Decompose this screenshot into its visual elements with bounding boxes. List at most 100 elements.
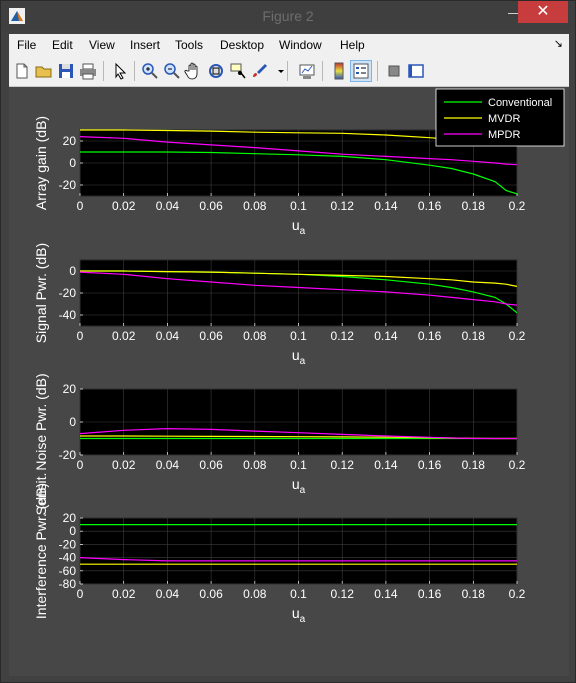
toolbar-separator [322, 61, 323, 81]
title-bar[interactable]: Figure 2 — ✕ [1, 1, 575, 31]
x-tick-label: 0.14 [374, 458, 398, 472]
x-tick-label: 0.02 [112, 587, 136, 601]
hide-plot-tools-icon[interactable] [384, 61, 404, 81]
menu-edit[interactable]: Edit [52, 38, 73, 52]
figure-canvas: 0 0.02 0.04 0.06 0.08 0.1 0.12 0.14 0.16 0.18 0.2 2… [9, 87, 569, 676]
x-tick-label: 0.1 [290, 458, 307, 472]
close-icon: ✕ [536, 3, 550, 20]
series-line-conventional [80, 151, 518, 195]
x-tick-label: 0.08 [243, 329, 267, 343]
y-axis-label: Interference Pwr. (dB) [33, 483, 49, 619]
dock-arrow-icon[interactable]: ↘ [553, 38, 563, 50]
x-tick-label: 0.16 [418, 587, 442, 601]
x-tick-label: 0.18 [462, 587, 486, 601]
x-axis-label: ua [292, 217, 306, 237]
menu-insert[interactable]: Insert [130, 38, 161, 52]
toolbar-separator [103, 61, 104, 81]
y-tick-label: 0 [69, 156, 76, 170]
x-tick-label: 0.2 [509, 329, 526, 343]
menu-window[interactable]: Window [279, 38, 322, 52]
x-tick-label: 0.2 [509, 458, 526, 472]
colorbar-icon[interactable] [329, 61, 349, 81]
brush-dropdown-icon[interactable] [271, 61, 284, 81]
x-axis-label: ua [292, 347, 306, 367]
legend-icon[interactable] [350, 60, 372, 82]
x-tick-label: 0.02 [112, 329, 136, 343]
y-tick-label: 0 [69, 415, 76, 429]
x-tick-label: 0.06 [199, 587, 223, 601]
menu-view[interactable]: View [89, 38, 115, 52]
x-axis-label: ua [292, 605, 306, 625]
link-plot-icon[interactable] [297, 61, 317, 81]
x-tick-label: 0.04 [156, 587, 180, 601]
x-tick-label: 0.2 [509, 587, 526, 601]
brush-icon[interactable] [250, 61, 270, 81]
x-tick-label: 0.02 [112, 458, 136, 472]
data-cursor-icon[interactable] [228, 61, 248, 81]
y-tick-label: -20 [59, 537, 77, 551]
close-button[interactable]: ✕ [518, 1, 568, 23]
figure-toolbar [9, 56, 569, 87]
x-tick-label: 0.04 [156, 329, 180, 343]
y-tick-label: 20 [63, 382, 77, 396]
x-tick-label: 0.06 [199, 458, 223, 472]
window-title: Figure 2 [262, 8, 314, 24]
menu-file[interactable]: File [17, 38, 37, 52]
menu-tools[interactable]: Tools [175, 38, 204, 52]
new-figure-icon[interactable] [12, 61, 32, 81]
x-tick-label: 0.14 [374, 329, 398, 343]
open-file-icon[interactable] [34, 61, 54, 81]
save-icon[interactable] [56, 61, 76, 81]
x-tick-label: 0.18 [462, 199, 486, 213]
menu-help[interactable]: Help [340, 38, 365, 52]
toolbar-separator [287, 61, 288, 81]
x-tick-label: 0.08 [243, 199, 267, 213]
y-tick-label: 20 [63, 511, 77, 525]
rotate-3d-icon[interactable] [206, 61, 226, 81]
series-line-mpdr [79, 427, 517, 440]
y-tick-label: -80 [59, 577, 77, 591]
x-tick-label: 0.18 [462, 458, 486, 472]
x-tick-label: 0.14 [374, 587, 398, 601]
y-tick-label: -20 [59, 448, 77, 462]
y-tick-label: 20 [63, 134, 77, 148]
y-tick-label: -40 [59, 551, 77, 565]
series-line-mvdr [80, 270, 518, 287]
x-tick-label: 0.2 [509, 199, 526, 213]
series-line-mpdr [79, 557, 517, 562]
x-axis-label: ua [292, 476, 306, 496]
y-tick-label: 0 [69, 524, 76, 538]
print-icon[interactable] [78, 61, 98, 81]
pan-hand-icon[interactable] [184, 61, 204, 81]
series-line-mpdr [79, 136, 518, 166]
y-tick-label: -20 [59, 178, 77, 192]
x-tick-label: 0.08 [243, 458, 267, 472]
legend-label-mpdr: MPDR [488, 129, 520, 141]
y-tick-label: -60 [59, 564, 77, 578]
y-axis-label: Array gain (dB) [33, 116, 49, 210]
x-tick-label: 0.1 [290, 587, 307, 601]
x-tick-label: 0 [77, 329, 84, 343]
x-tick-label: 0.06 [199, 329, 223, 343]
x-tick-label: 0.04 [156, 458, 180, 472]
zoom-in-icon[interactable] [140, 61, 160, 81]
y-axis-label: Noise Pwr. (dB) [33, 373, 49, 470]
legend-label-conventional: Conventional [488, 97, 552, 109]
x-tick-label: 0.18 [462, 329, 486, 343]
show-plot-tools-icon[interactable] [406, 61, 426, 81]
y-axis-label-overlap: Sensit. [33, 473, 49, 516]
pointer-icon[interactable] [110, 61, 130, 81]
x-tick-label: 0.02 [112, 199, 136, 213]
zoom-out-icon[interactable] [162, 61, 182, 81]
x-tick-label: 0.16 [418, 199, 442, 213]
y-tick-label: -40 [59, 308, 77, 322]
menu-desktop[interactable]: Desktop [220, 38, 265, 52]
matlab-icon [9, 8, 25, 24]
x-tick-label: 0.04 [156, 199, 180, 213]
x-tick-label: 0.08 [243, 587, 267, 601]
x-tick-label: 0.14 [374, 199, 398, 213]
toolbar-separator [134, 61, 135, 81]
plots-svg: 0 0.02 0.04 0.06 0.08 0.1 0.12 0.14 0.16 0.18 0.2 2… [33, 88, 565, 625]
x-tick-label: 0.12 [331, 199, 355, 213]
x-tick-label: 0.06 [199, 199, 223, 213]
